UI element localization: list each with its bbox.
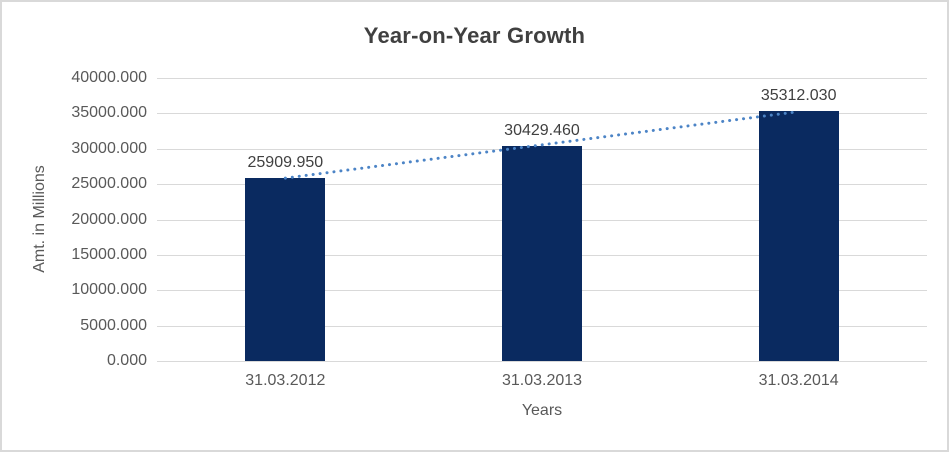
chart-title: Year-on-Year Growth xyxy=(363,23,586,48)
x-tick-label: 31.03.2012 xyxy=(245,372,326,389)
x-axis-title: Years xyxy=(521,402,563,419)
bar xyxy=(502,145,582,361)
y-tick-label: 20000.000 xyxy=(71,210,147,228)
bar-data-label: 30429.460 xyxy=(504,121,580,139)
y-tick-label: 35000.000 xyxy=(71,104,147,122)
plot-area xyxy=(157,78,927,362)
gridline xyxy=(157,78,927,79)
y-tick-label: 0.000 xyxy=(106,352,147,369)
x-tick-label: 31.03.2014 xyxy=(758,372,839,389)
y-tick-label: 25000.000 xyxy=(71,175,147,193)
y-tick-label: 40000.000 xyxy=(71,69,147,86)
bar xyxy=(245,177,326,361)
bar xyxy=(758,111,839,361)
bar-data-label: 35312.030 xyxy=(760,87,837,105)
y-tick-label: 15000.000 xyxy=(71,245,147,263)
y-tick-label: 10000.000 xyxy=(71,281,147,299)
gridline xyxy=(157,361,927,362)
x-tick-label: 31.03.2013 xyxy=(501,372,583,389)
y-tick-label: 5000.000 xyxy=(80,316,147,334)
bar-data-label: 25909.950 xyxy=(247,153,324,171)
y-tick-label: 30000.000 xyxy=(71,139,147,157)
